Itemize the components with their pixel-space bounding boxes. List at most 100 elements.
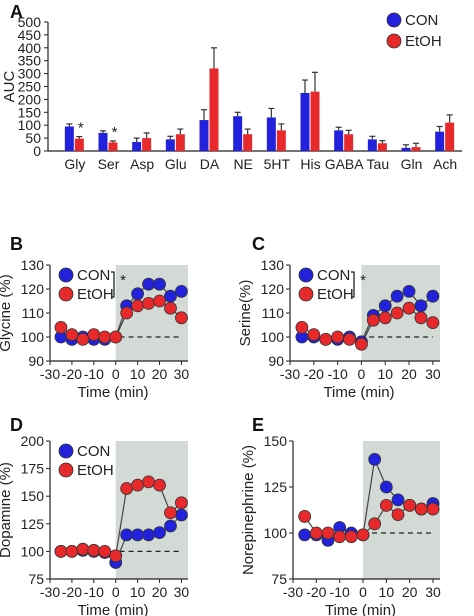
data-point [298, 510, 312, 523]
y-tick-label: 130 [21, 257, 45, 273]
y-tick-label: 100 [21, 543, 45, 559]
y-tick-label: 120 [21, 281, 45, 297]
x-tick-label: 30 [425, 584, 441, 600]
y-tick-label: 400 [18, 40, 42, 56]
data-point [142, 296, 155, 310]
data-point [120, 482, 134, 495]
legend-marker [58, 286, 74, 302]
data-point [109, 330, 123, 344]
x-tick-label: Gln [401, 156, 423, 172]
x-tick-label: 0 [112, 366, 120, 382]
significance-bracket [351, 271, 355, 298]
bar [74, 138, 84, 151]
bar [132, 141, 142, 151]
bar [165, 139, 175, 151]
y-tick-label: 100 [21, 329, 45, 345]
significance-marker: * [78, 120, 84, 137]
bar [209, 68, 219, 151]
y-tick-label: 200 [21, 433, 45, 449]
data-point [142, 475, 155, 489]
data-point [65, 328, 79, 342]
legend-marker [386, 33, 402, 49]
x-tick-label: GABA [325, 156, 365, 172]
x-tick-label: DA [200, 156, 220, 172]
data-point [54, 320, 68, 334]
x-tick-label: -20 [62, 366, 82, 382]
x-axis-label: Time (min) [323, 384, 394, 401]
data-point [153, 294, 166, 308]
legend-label: EtOH [77, 462, 114, 479]
data-point [164, 506, 177, 520]
bar [401, 147, 411, 151]
x-tick-label: -20 [62, 584, 82, 600]
data-point [65, 545, 79, 558]
x-tick-label: 20 [402, 584, 418, 600]
data-point [378, 311, 392, 325]
x-tick-label: -20 [304, 366, 324, 382]
legend-label: EtOH [405, 33, 442, 50]
data-point [366, 313, 380, 327]
x-tick-label: 20 [152, 584, 168, 600]
significance-marker: * [120, 272, 126, 289]
legend-label: CON [77, 267, 110, 284]
bar [377, 143, 387, 151]
data-point [321, 526, 335, 540]
y-axis-label: Norepinephrine (%) [240, 445, 257, 575]
x-tick-label: Gly [64, 156, 85, 172]
y-tick-label: 110 [262, 305, 285, 321]
data-point [379, 498, 393, 512]
data-point [343, 332, 356, 346]
bar [344, 134, 354, 151]
data-point [98, 545, 112, 558]
bar [435, 131, 445, 151]
data-point [426, 289, 440, 303]
bar [64, 126, 74, 151]
x-tick-label: -30 [280, 366, 300, 382]
x-tick-label: -10 [330, 584, 350, 600]
data-point [379, 480, 393, 494]
x-tick-label: 10 [130, 584, 146, 600]
data-point [120, 528, 134, 542]
x-tick-label: 0 [112, 584, 120, 600]
x-tick-label: 5HT [264, 156, 291, 172]
data-point [87, 543, 101, 557]
data-point [402, 284, 416, 298]
data-point [319, 332, 333, 346]
data-point [98, 330, 112, 344]
bar [276, 130, 286, 151]
data-point [426, 316, 440, 330]
bar [334, 130, 344, 151]
x-tick-label: 30 [174, 584, 190, 600]
data-point [414, 311, 428, 325]
data-point [54, 545, 68, 558]
data-point [131, 478, 145, 492]
y-tick-label: 75 [271, 571, 287, 587]
y-tick-label: 200 [18, 91, 42, 107]
data-point [344, 530, 358, 544]
y-axis-label: Glycine (%) [0, 274, 14, 352]
bar [142, 138, 152, 151]
legend-marker [58, 443, 74, 459]
x-tick-label: -20 [306, 584, 326, 600]
x-tick-label: -30 [40, 584, 60, 600]
panel-label: A [10, 2, 23, 22]
panel-label: C [252, 234, 265, 254]
data-point [164, 301, 177, 315]
data-point [164, 289, 177, 303]
data-point [368, 517, 382, 531]
data-point [426, 502, 440, 516]
data-point [295, 320, 309, 334]
significance-marker: * [112, 124, 118, 141]
data-point [142, 277, 155, 291]
y-axis-label: AUC [1, 70, 18, 102]
panel-label: E [252, 415, 264, 435]
y-axis-label: Serine(%) [237, 280, 254, 347]
x-tick-label: Asp [130, 156, 154, 172]
x-tick-label: 0 [358, 366, 366, 382]
data-point [87, 328, 101, 342]
data-point [175, 311, 188, 325]
data-point [76, 542, 90, 556]
bar [300, 92, 310, 151]
data-point [175, 496, 188, 510]
